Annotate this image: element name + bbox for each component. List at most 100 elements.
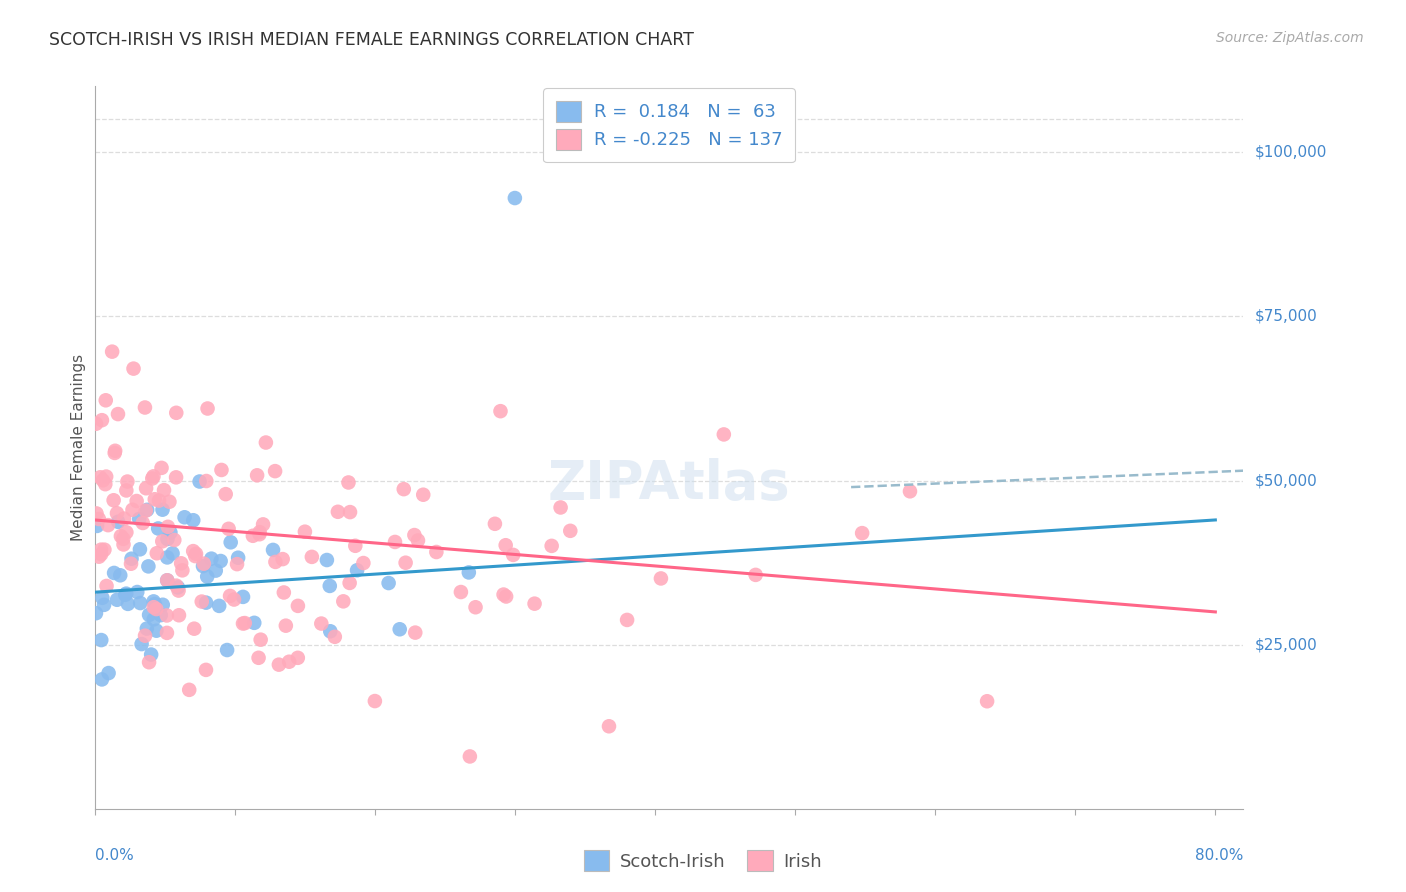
Point [91,473,114,487]
Point [134,629,156,643]
Point [200,551,222,566]
Point [148,493,170,508]
Point [129,596,152,610]
Point [226,550,249,565]
Text: SCOTCH-IRISH VS IRISH MEDIAN FEMALE EARNINGS CORRELATION CHART: SCOTCH-IRISH VS IRISH MEDIAN FEMALE EARN… [49,31,695,49]
Point [377,576,399,591]
Point [243,615,266,630]
Point [97,666,120,681]
Point [489,404,512,418]
Point [104,446,127,460]
Point [101,344,124,359]
Point [267,657,290,672]
Point [167,583,190,598]
Point [976,694,998,708]
Point [540,539,562,553]
Point [195,474,218,488]
Point [218,522,240,536]
Point [287,650,309,665]
Point [135,481,157,495]
Point [90,633,112,648]
Point [326,505,349,519]
Text: $75,000: $75,000 [1254,309,1317,324]
Point [96,579,118,593]
Point [392,482,415,496]
Point [898,484,921,499]
Point [148,521,170,535]
Point [339,505,361,519]
Point [156,574,179,588]
Point [173,510,195,524]
Point [103,566,125,580]
Point [247,650,270,665]
Text: $50,000: $50,000 [1254,473,1317,488]
Point [450,585,472,599]
Point [170,557,193,571]
Point [149,608,172,623]
Point [190,594,212,608]
Point [91,413,114,427]
Point [136,503,159,517]
Point [346,563,368,577]
Point [222,592,245,607]
Point [252,517,274,532]
Point [458,749,481,764]
Point [142,469,165,483]
Point [184,547,207,561]
Point [165,579,187,593]
Point [195,596,218,610]
Point [165,470,187,484]
Point [143,492,166,507]
Point [143,597,166,611]
Point [87,549,110,564]
Point [262,543,284,558]
Text: 0.0%: 0.0% [94,848,134,863]
Point [339,576,361,591]
Point [156,608,179,623]
Point [188,475,211,489]
Point [226,557,249,571]
Point [90,673,112,687]
Point [167,608,190,623]
Point [208,599,231,613]
Point [650,571,672,585]
Text: $100,000: $100,000 [1254,145,1327,160]
Point [352,556,374,570]
Point [315,553,337,567]
Point [457,566,479,580]
Text: Source: ZipAtlas.com: Source: ZipAtlas.com [1216,31,1364,45]
Point [294,524,316,539]
Point [204,564,226,578]
Point [134,401,156,415]
Point [713,427,735,442]
Point [127,585,149,599]
Text: 80.0%: 80.0% [1195,848,1243,863]
Point [495,590,517,604]
Point [86,507,108,521]
Point [121,503,143,517]
Point [145,624,167,638]
Point [388,622,411,636]
Point [364,694,387,708]
Point [209,554,232,568]
Point [145,602,167,616]
Point [412,488,434,502]
Point [131,637,153,651]
Point [107,515,129,529]
Point [394,556,416,570]
Point [156,574,179,588]
Point [249,632,271,647]
Point [138,559,160,574]
Point [181,544,204,558]
Point [125,494,148,508]
Point [117,597,139,611]
Point [172,563,194,577]
Point [337,475,360,490]
Point [110,568,132,582]
Point [117,475,139,489]
Point [122,361,145,376]
Point [156,626,179,640]
Point [165,406,187,420]
Point [278,655,301,669]
Point [404,528,426,542]
